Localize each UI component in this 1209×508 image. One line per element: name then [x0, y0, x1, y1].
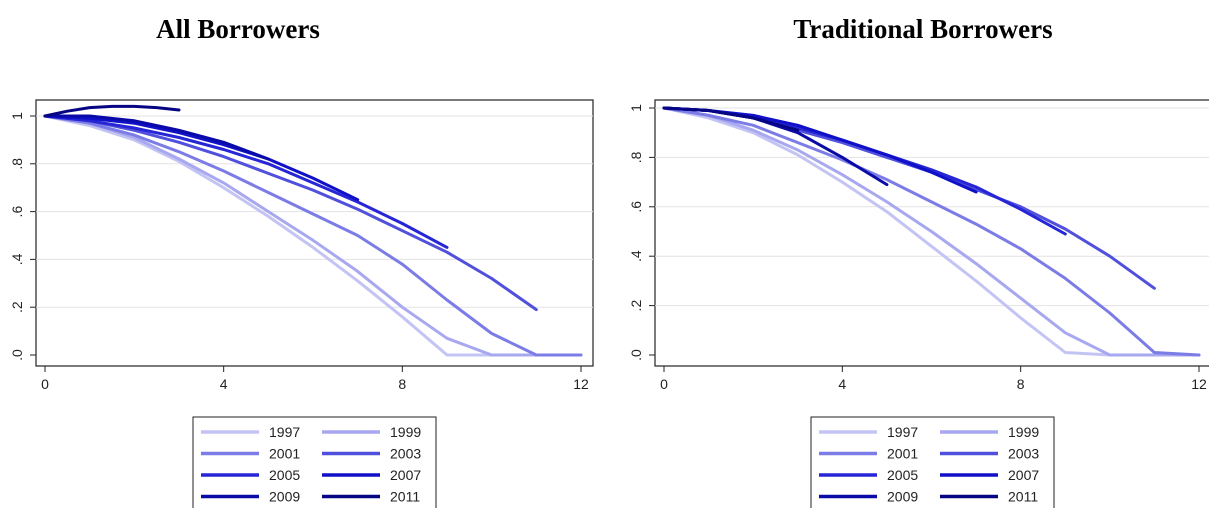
y-tick-label: .8	[9, 158, 25, 170]
legend-label: 2003	[1008, 446, 1039, 462]
x-tick-label: 8	[398, 376, 406, 392]
chart-panel-all-borrowers: All Borrowers .0 .2 .4 .6 .8 1 0 4 8 12 1997 1999…	[9, 14, 594, 508]
y-axis: .0 .2 .4 .6 .8 1	[9, 112, 36, 361]
x-tick-label: 12	[1191, 376, 1207, 392]
y-tick-label: .4	[9, 253, 25, 265]
y-tick-label: .6	[628, 201, 644, 213]
series-lines	[662, 106, 1201, 357]
legend-label: 2005	[269, 467, 300, 483]
legend-label: 2001	[887, 446, 918, 462]
series-line-2011	[662, 106, 800, 132]
y-tick-label: .2	[628, 300, 644, 312]
legend-label: 1997	[887, 424, 918, 440]
chart-panel-traditional-borrowers: Traditional Borrowers .0.2.4.6.81 0 4 8 12 …	[628, 14, 1209, 508]
series-line-1999	[43, 114, 583, 357]
legend-label: 1997	[269, 424, 300, 440]
legend-label: 1999	[1008, 424, 1039, 440]
x-tick-label: 12	[573, 376, 589, 392]
legend-label: 2001	[269, 446, 300, 462]
y-tick-label: .0	[628, 349, 644, 361]
y-tick-label: .6	[9, 206, 25, 218]
x-tick-label: 4	[220, 376, 228, 392]
x-tick-label: 4	[838, 376, 846, 392]
y-tick-label: .2	[9, 301, 25, 313]
series-line-1999	[662, 106, 1201, 357]
series-line-2001	[662, 106, 1201, 357]
legend-label: 2011	[390, 489, 420, 505]
legend-label: 2009	[269, 489, 300, 505]
y-tick-label: 1	[9, 112, 25, 120]
y-tick-label: .4	[628, 250, 644, 262]
series-line-2005	[43, 114, 449, 249]
y-tick-label: 1	[628, 104, 644, 112]
y-tick-label: .0	[9, 349, 25, 361]
legend-label: 1999	[390, 424, 421, 440]
plot-frame	[35, 99, 594, 367]
legend-label: 2009	[887, 489, 918, 505]
x-tick-label: 0	[41, 376, 49, 392]
series-line-2007	[43, 114, 360, 202]
grid-lines	[36, 115, 593, 308]
chart-title: All Borrowers	[156, 14, 320, 44]
x-axis: 0 4 8 12	[41, 366, 589, 392]
chart-title: Traditional Borrowers	[793, 14, 1052, 44]
x-tick-label: 0	[660, 376, 668, 392]
y-axis: .0 .2 .4 .6 .8 1	[628, 104, 655, 361]
x-axis: 0 4 8 12	[660, 366, 1207, 392]
legend-label: 2007	[1008, 467, 1039, 483]
grid-lines	[655, 107, 1209, 307]
series-line-2009	[43, 114, 270, 161]
legend: 1997 1999 2001 2003 2005 2007 2009 2011	[192, 416, 437, 508]
series-line-2003	[43, 114, 538, 312]
legend-label: 2005	[887, 467, 918, 483]
series-lines	[43, 104, 583, 357]
legend: 1997 1999 2001 2003 2005 2007 2009 2011	[810, 416, 1055, 508]
series-line-2001	[43, 114, 583, 357]
legend-label: 2011	[1008, 489, 1038, 505]
legend-label: 2003	[390, 446, 421, 462]
y-tick-label: .8	[628, 151, 644, 163]
series-line-2011	[43, 104, 181, 118]
legend-label: 2007	[390, 467, 421, 483]
x-tick-label: 8	[1017, 376, 1025, 392]
